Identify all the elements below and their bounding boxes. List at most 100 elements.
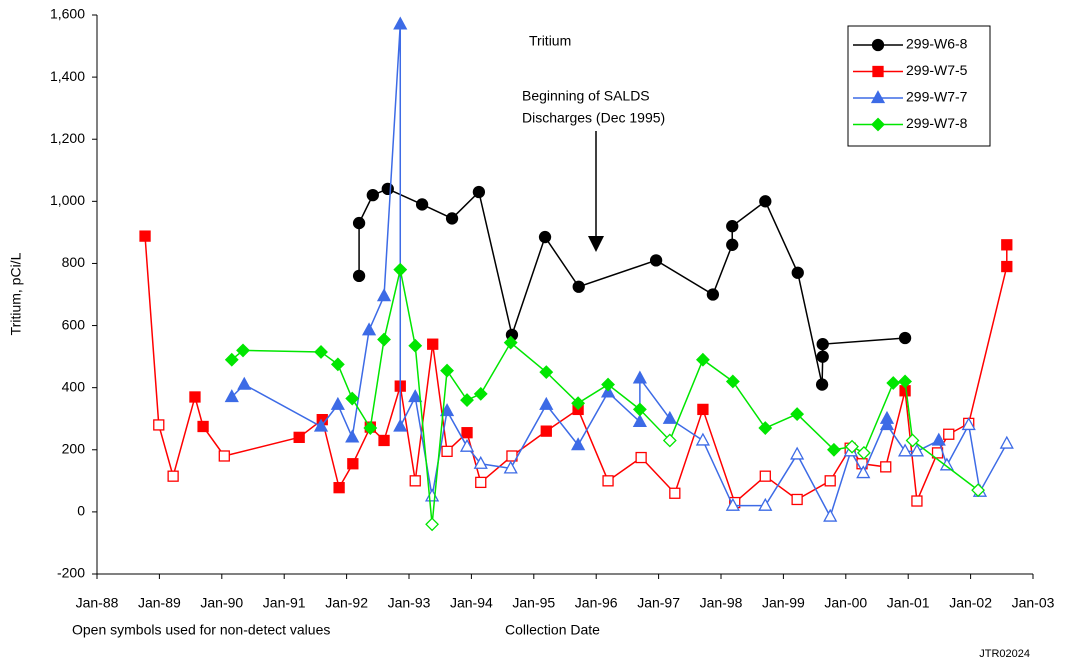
data-point <box>856 445 871 460</box>
data-point <box>363 421 378 435</box>
x-tick-label: Jan-95 <box>512 595 555 611</box>
x-tick-label: Jan-98 <box>700 595 743 611</box>
data-point <box>473 386 488 401</box>
data-point <box>352 269 366 283</box>
series-line <box>144 236 1008 504</box>
data-point <box>330 357 345 372</box>
data-point <box>725 497 740 511</box>
data-point <box>473 455 488 469</box>
x-tick-label: Jan-97 <box>637 595 680 611</box>
data-point <box>669 487 681 499</box>
data-point <box>601 377 615 392</box>
data-point <box>816 350 829 363</box>
x-tick-label: Jan-93 <box>388 595 431 611</box>
data-point <box>539 396 554 410</box>
data-point <box>381 182 394 196</box>
data-point <box>706 288 720 301</box>
x-axis-title: Collection Date <box>505 622 600 638</box>
data-point <box>880 461 892 473</box>
data-point <box>378 434 390 447</box>
data-point <box>441 445 453 457</box>
data-point <box>632 370 647 384</box>
x-tick-label: Jan-92 <box>325 595 368 611</box>
data-point <box>791 266 804 279</box>
data-point <box>538 230 552 244</box>
x-tick-label: Jan-89 <box>138 595 181 611</box>
data-point <box>461 427 473 439</box>
data-point <box>503 335 518 350</box>
data-point <box>856 465 871 479</box>
arrow-head <box>588 236 604 252</box>
data-point <box>827 442 841 457</box>
legend-marker <box>870 90 886 104</box>
data-point <box>999 435 1014 449</box>
data-point <box>197 420 209 433</box>
data-point <box>189 391 201 403</box>
note: Open symbols used for non-detect values <box>72 622 330 638</box>
data-point <box>971 483 986 498</box>
data-point <box>475 476 487 489</box>
legend-label: 299-W6-8 <box>906 36 968 52</box>
data-point <box>790 446 805 460</box>
x-tick-label: Jan-96 <box>575 595 618 611</box>
data-point <box>424 488 440 502</box>
data-point <box>218 450 230 462</box>
data-point <box>460 393 474 408</box>
y-tick-label: 600 <box>62 316 86 332</box>
data-point <box>539 365 554 380</box>
y-tick-label: 800 <box>62 254 86 270</box>
data-point <box>393 262 408 277</box>
y-tick-label: 200 <box>62 440 86 456</box>
annotation: Beginning of SALDS <box>522 88 650 104</box>
data-point <box>237 376 252 390</box>
data-point <box>139 230 151 242</box>
data-point <box>571 437 586 451</box>
data-point <box>472 185 486 199</box>
y-tick-label: 1,400 <box>50 68 85 84</box>
data-point <box>333 482 345 494</box>
data-point <box>602 475 614 487</box>
data-point <box>697 403 709 416</box>
data-point <box>167 470 179 482</box>
data-point <box>879 417 895 431</box>
x-tick-label: Jan-94 <box>450 595 493 611</box>
y-tick-label: -200 <box>57 565 85 581</box>
data-point <box>293 431 305 444</box>
data-point <box>314 345 328 359</box>
data-point <box>393 16 408 30</box>
data-point <box>759 195 772 208</box>
series-line <box>358 188 906 385</box>
data-point <box>224 389 239 403</box>
data-point <box>571 396 586 411</box>
data-point <box>886 376 901 390</box>
x-tick-label: Jan-02 <box>949 595 992 611</box>
data-point <box>224 352 239 367</box>
data-point <box>236 343 250 358</box>
annotation: Discharges (Dec 1995) <box>522 110 665 126</box>
data-point <box>632 413 647 427</box>
data-point <box>759 470 771 482</box>
data-point <box>911 495 923 507</box>
data-point <box>939 457 954 471</box>
legend-marker <box>871 38 885 52</box>
data-point <box>361 322 377 336</box>
data-point <box>790 407 805 421</box>
data-point <box>409 475 421 487</box>
data-point <box>347 458 359 470</box>
data-point <box>726 220 739 233</box>
data-point <box>905 433 920 448</box>
data-point <box>695 432 710 446</box>
data-point <box>635 451 647 464</box>
legend-marker <box>871 117 885 132</box>
x-tick-label: Jan-88 <box>76 595 119 611</box>
data-point <box>695 352 710 367</box>
data-point <box>459 438 475 452</box>
data-point <box>897 443 913 457</box>
data-point <box>726 238 739 251</box>
data-point <box>1001 260 1013 273</box>
data-point <box>377 332 391 347</box>
data-point <box>366 188 379 202</box>
data-point <box>823 508 838 522</box>
y-tick-label: 0 <box>77 503 85 519</box>
